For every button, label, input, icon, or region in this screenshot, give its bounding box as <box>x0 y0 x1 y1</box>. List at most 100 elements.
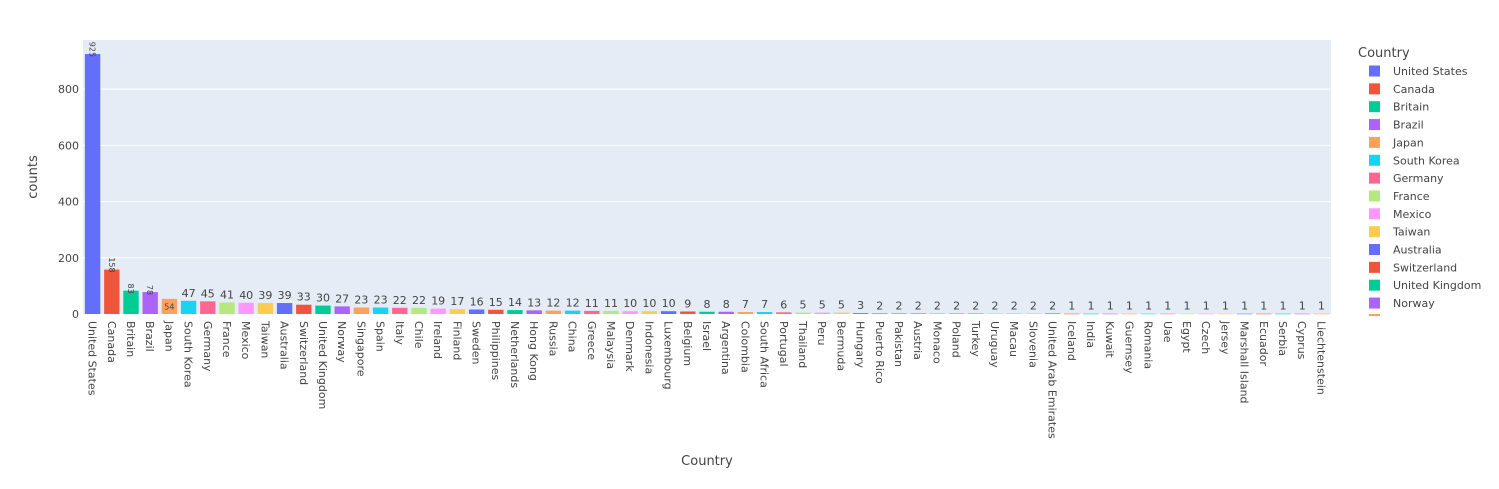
legend-item-label[interactable]: Japan <box>1392 136 1424 149</box>
bar[interactable] <box>1025 313 1042 314</box>
bar[interactable] <box>1198 313 1214 315</box>
legend-swatch[interactable] <box>1369 172 1380 184</box>
bar[interactable] <box>718 311 734 314</box>
legend-item-label[interactable]: Taiwan <box>1392 226 1430 239</box>
legend-item-label[interactable]: South Korea <box>1393 154 1460 167</box>
legend-item-label[interactable]: Australia <box>1393 244 1442 257</box>
bar[interactable] <box>1294 313 1310 315</box>
bar[interactable] <box>1044 313 1061 314</box>
bar[interactable] <box>795 312 811 314</box>
legend-swatch[interactable] <box>1369 154 1380 166</box>
bar[interactable] <box>276 303 293 314</box>
bar[interactable] <box>296 304 312 314</box>
bar[interactable] <box>1179 313 1195 315</box>
bar[interactable] <box>257 303 274 314</box>
bar[interactable] <box>488 309 504 314</box>
legend-swatch[interactable] <box>1369 136 1380 148</box>
bar[interactable] <box>987 313 1003 314</box>
bar[interactable] <box>833 312 850 314</box>
bar[interactable] <box>948 313 965 314</box>
legend-swatch[interactable] <box>1369 261 1380 273</box>
bar[interactable] <box>776 312 792 314</box>
bar[interactable] <box>622 311 638 314</box>
legend-swatch[interactable] <box>1369 190 1380 202</box>
legend-item-label[interactable]: Germany <box>1393 172 1444 185</box>
legend[interactable]: Country United States Canada Britain Brazil… <box>1358 46 1481 316</box>
bar[interactable] <box>1160 313 1176 315</box>
bar-value-label: 1 <box>1222 300 1229 313</box>
bar[interactable] <box>872 313 888 314</box>
bar[interactable] <box>353 307 370 314</box>
legend-swatch[interactable] <box>1369 83 1380 95</box>
bar[interactable] <box>1102 313 1118 315</box>
bar[interactable] <box>526 310 542 314</box>
legend-swatch[interactable] <box>1369 65 1380 77</box>
legend-swatch[interactable] <box>1369 297 1380 309</box>
legend-swatch[interactable] <box>1369 226 1380 238</box>
bar[interactable] <box>660 311 677 314</box>
bar[interactable] <box>1313 313 1330 315</box>
bar[interactable] <box>372 307 389 314</box>
bar[interactable] <box>1006 313 1022 314</box>
legend-swatch[interactable] <box>1369 101 1380 113</box>
bar[interactable] <box>200 301 216 314</box>
bar[interactable] <box>1217 313 1234 315</box>
y-tick-label: 0 <box>72 308 79 321</box>
legend-item-label[interactable]: United States <box>1393 65 1468 78</box>
bar[interactable] <box>161 298 178 314</box>
bar[interactable] <box>852 313 869 314</box>
bar[interactable] <box>756 312 773 314</box>
bar[interactable] <box>1064 313 1080 315</box>
bar[interactable] <box>1256 313 1272 315</box>
bar[interactable] <box>507 310 523 314</box>
bar[interactable] <box>180 300 197 314</box>
legend-item-label[interactable]: Mexico <box>1393 208 1432 221</box>
bar[interactable] <box>1121 313 1138 315</box>
bar[interactable] <box>430 308 446 314</box>
bar[interactable] <box>334 306 350 314</box>
bar[interactable] <box>814 312 830 314</box>
bar[interactable] <box>737 312 754 314</box>
legend-item-label[interactable]: Switzerland <box>1393 261 1457 274</box>
legend-swatch[interactable] <box>1369 244 1380 255</box>
bar[interactable] <box>564 310 581 314</box>
legend-item-label[interactable]: United Kingdom <box>1393 279 1481 292</box>
bar[interactable] <box>1083 313 1099 315</box>
bar[interactable] <box>468 309 485 314</box>
bar[interactable] <box>584 310 600 314</box>
bar[interactable] <box>1140 313 1157 315</box>
bar[interactable] <box>910 313 926 314</box>
bar[interactable] <box>603 310 619 314</box>
bar-value-label: 5 <box>819 299 826 312</box>
legend-swatch[interactable] <box>1369 208 1380 220</box>
bar[interactable] <box>142 292 158 314</box>
bar[interactable] <box>641 311 658 314</box>
bar[interactable] <box>1236 313 1253 315</box>
bar[interactable] <box>968 313 984 314</box>
bar[interactable] <box>891 313 907 314</box>
legend-item-label[interactable]: Brazil <box>1393 119 1424 132</box>
bar[interactable] <box>238 302 254 314</box>
bar[interactable] <box>1275 313 1291 315</box>
bar[interactable] <box>680 311 696 314</box>
bar[interactable] <box>315 305 331 314</box>
bar-value-label: 2 <box>1049 299 1056 312</box>
legend-swatch[interactable] <box>1369 119 1380 131</box>
legend-item-label[interactable]: Britain <box>1393 101 1429 114</box>
legend-item-label[interactable]: France <box>1393 190 1430 203</box>
bar[interactable] <box>104 269 120 314</box>
bar[interactable] <box>699 311 715 314</box>
bar[interactable] <box>411 307 427 314</box>
bar[interactable] <box>84 54 101 315</box>
bar-value-label: 40 <box>239 289 253 302</box>
bar[interactable] <box>545 310 562 314</box>
legend-swatch[interactable] <box>1369 279 1380 291</box>
bar[interactable] <box>449 309 466 314</box>
bar[interactable] <box>929 313 946 314</box>
bar-value-label: 11 <box>604 297 618 310</box>
legend-item-label[interactable]: Norway <box>1393 297 1435 310</box>
bar[interactable] <box>123 290 139 314</box>
legend-item-label[interactable]: Canada <box>1393 83 1435 96</box>
bar[interactable] <box>219 302 235 314</box>
bar[interactable] <box>392 307 408 314</box>
